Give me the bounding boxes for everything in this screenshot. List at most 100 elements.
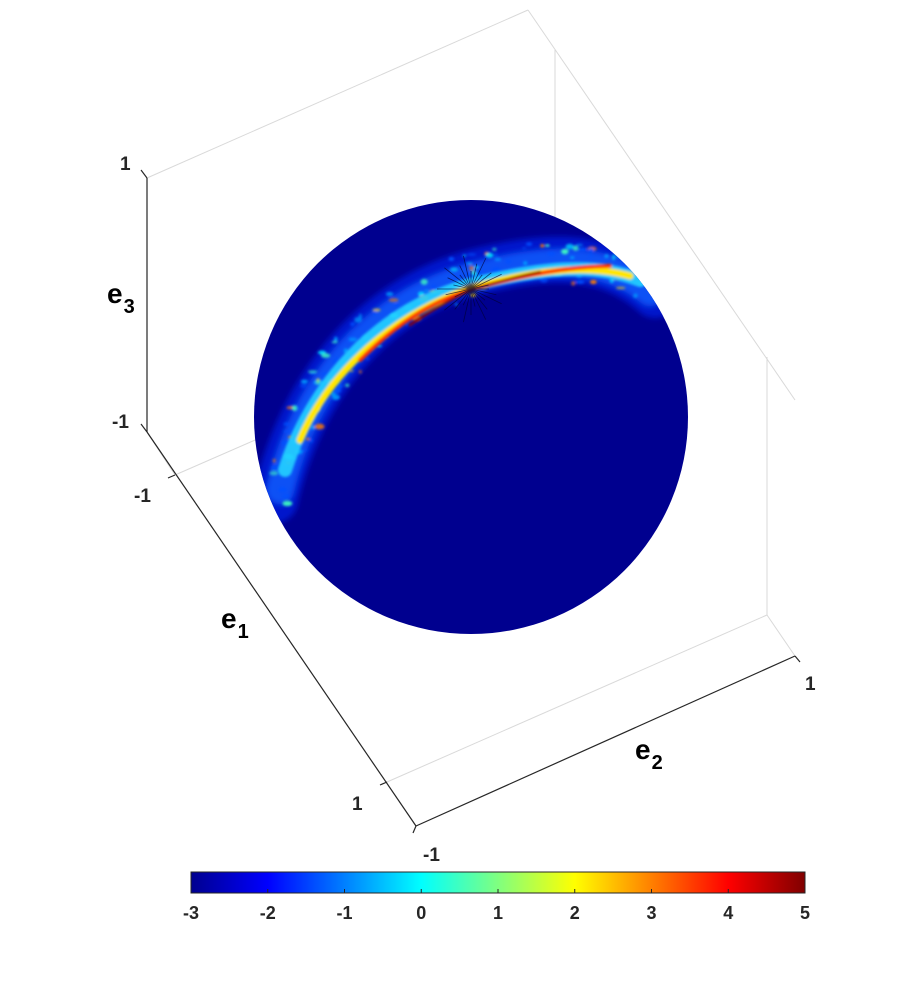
band-speckle-mark [570,256,575,260]
band-speckle-mark [471,270,477,275]
focal-ray [459,265,472,290]
band-speckle-mark [350,322,355,327]
colorbar-tick-label: 0 [416,903,426,923]
focal-ray [459,274,472,290]
focal-ray [463,288,472,323]
band-speckle-mark [523,261,528,266]
box-edge [174,436,263,476]
band-speckle-mark [358,369,362,374]
box-edge [766,614,796,657]
band-speckle-mark [525,242,533,247]
band-speckle-mark [571,280,576,286]
band-speckle-mark [588,247,594,253]
band-speckle-mark [334,356,339,363]
band-speckle-mark [320,353,331,358]
band-speckle-mark [448,256,455,262]
band-speckle-mark [615,286,626,290]
band-speckle-mark [626,262,636,269]
box-edge [146,9,529,179]
colorbar-tick-label: -3 [183,903,199,923]
band-speckle-mark [545,244,550,247]
box-edge [527,9,796,401]
axes-box-back [146,9,796,783]
z-tick-label: 1 [120,154,131,175]
colorbar-tick-label: 1 [493,903,503,923]
x-tick-mark [167,474,176,479]
focal-ray [470,272,492,290]
focal-ray [470,273,502,290]
band-speckle-mark [331,341,338,344]
focal-ray [470,288,488,310]
band-speckle-mark [331,387,342,394]
band-speckle-mark [485,252,494,258]
band-speckle-mark [575,280,585,284]
band-speckle-mark [283,422,291,426]
band-speckle-mark [302,448,308,452]
band-speckle-mark [561,248,569,255]
colorbar: -3 -2 -1 0 1 2 3 4 5 [183,871,810,923]
band-speckle-mark [282,500,293,507]
band-speckle-mark [281,494,291,499]
band-speckle-mark [348,337,358,342]
focal-ray [470,263,478,290]
band-speckle-mark [468,265,475,271]
focal-rays [437,255,502,323]
band-speckle-mark [466,253,477,257]
sphere-surface [254,200,688,634]
focal-ray [445,288,472,296]
colorbar-tick-label: 3 [646,903,656,923]
band-speckle-mark [431,285,437,288]
band-speckle-mark [349,369,354,372]
colorbar-tick-label: -1 [336,903,352,923]
x-axis-label: e1 [221,603,249,643]
band-speckle-mark [465,262,474,265]
band-speckle-mark [614,255,624,259]
band-speckle-mark [307,370,318,374]
y-tick-label: -1 [423,845,440,866]
band-speckle-mark [358,313,363,319]
focal-ray [470,288,486,301]
focal-ray [454,288,472,310]
band-speckle-mark [492,247,497,251]
band-speckle-mark [522,246,527,250]
focal-ray [444,288,472,311]
band-speckle-mark [423,289,430,293]
band-speckle-mark [373,310,377,316]
band-speckle-mark [565,243,575,250]
z-tick-label: -1 [112,412,129,433]
focal-ray [470,284,489,290]
band-speckle-mark [385,291,394,297]
band-speckle-mark [494,257,502,262]
band-speckle-mark [278,487,287,493]
y-tick-label: 1 [805,674,816,695]
colorbar-tick-label: 2 [570,903,580,923]
y-axis-label: e2 [635,734,663,774]
x-tick-label: 1 [352,794,363,815]
focal-ray [470,274,483,290]
colorbar-tick-label: 5 [800,903,810,923]
z-tick-mark [140,169,148,179]
focal-ray [453,284,472,290]
band-speckle-mark [612,254,616,261]
band-speckle-mark [365,356,370,361]
x-tick-label: -1 [134,486,151,507]
y-ticks: -1 1 [423,674,816,866]
band-speckle-mark [454,302,458,307]
band-speckle-mark [449,267,459,272]
band-speckle-mark [388,298,399,303]
colorbar-tick-label: 4 [723,903,733,923]
y-tick-mark [412,825,417,834]
band-speckle-mark [270,465,279,470]
axes-lines [140,169,801,834]
x-tick-mark [379,781,388,786]
band-speckle-mark [633,293,638,299]
band-speckle-mark [310,438,314,443]
band-speckle-mark [641,277,645,283]
band-speckle-mark [420,278,428,285]
band-speckle-mark [309,372,316,375]
z-tick-mark [140,423,148,433]
colorbar-ticks: -3 -2 -1 0 1 2 3 4 5 [183,889,810,923]
band-speckle-mark [269,470,279,476]
y-axis-line [415,655,796,827]
